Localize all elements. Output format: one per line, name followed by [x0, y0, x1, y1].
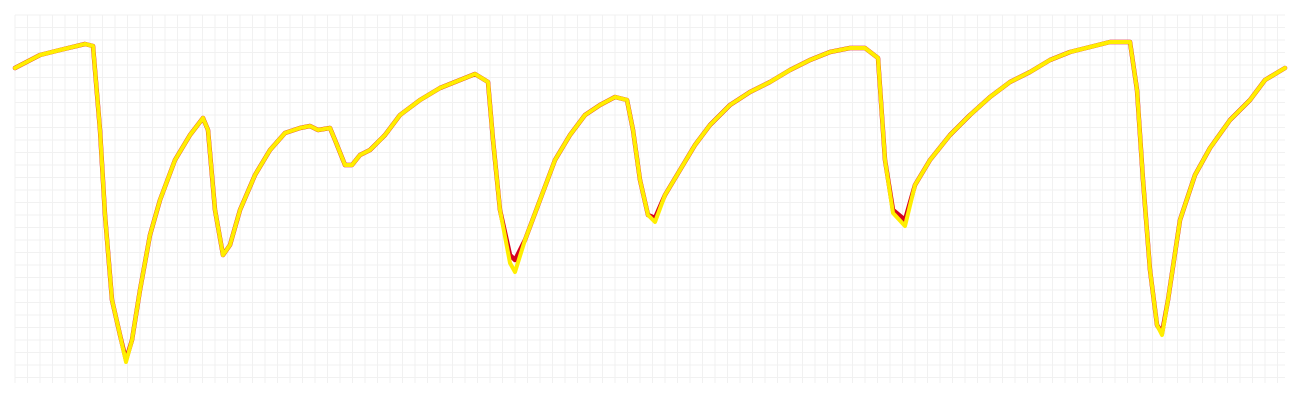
- grid: [14, 14, 1285, 383]
- plot: [12, 39, 1288, 364]
- data-line: [13, 40, 1287, 364]
